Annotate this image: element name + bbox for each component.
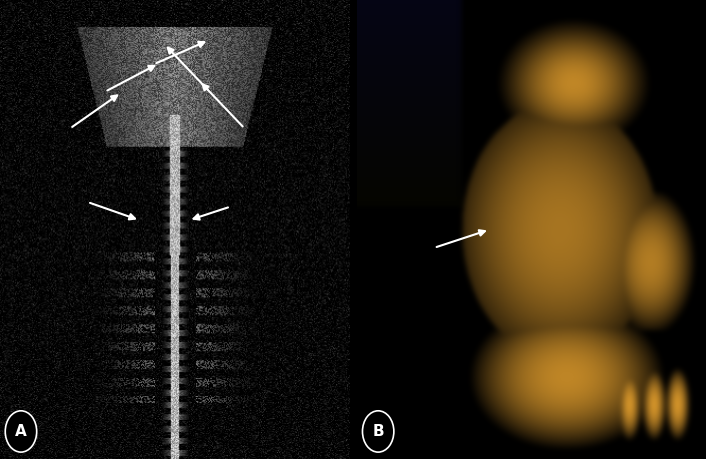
Circle shape: [362, 411, 394, 452]
Text: B: B: [372, 424, 384, 439]
Text: A: A: [15, 424, 27, 439]
Circle shape: [5, 411, 37, 452]
